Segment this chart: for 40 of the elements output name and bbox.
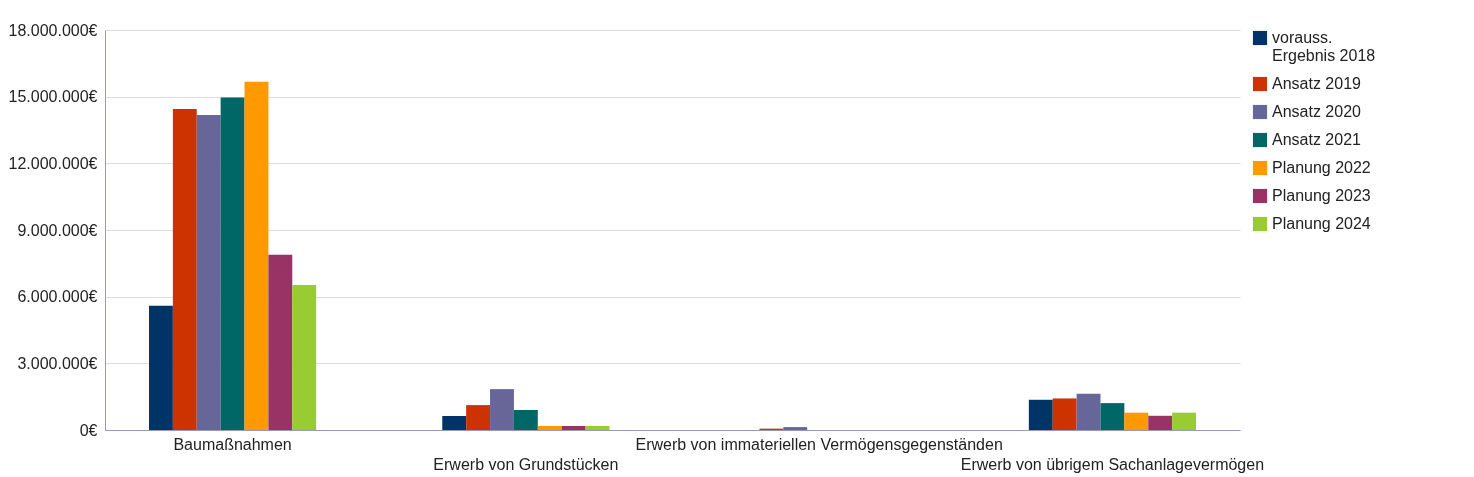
- y-tick-label: 6.000.000€: [17, 288, 98, 306]
- bar: [244, 81, 269, 430]
- legend-label: Planung 2024: [1272, 215, 1371, 232]
- bar: [513, 410, 538, 430]
- y-tick-label: 3.000.000€: [17, 354, 98, 372]
- bar: [1172, 412, 1197, 430]
- bar: [442, 416, 467, 430]
- y-tick-label: 15.000.000€: [8, 88, 98, 106]
- y-tick-label: 0€: [79, 421, 98, 439]
- bar: [1052, 398, 1077, 430]
- x-tick-label: Erwerb von Grundstücken: [433, 455, 619, 473]
- bar: [220, 97, 245, 430]
- legend-label: Ansatz 2021: [1272, 131, 1362, 148]
- x-tick-label: Baumaßnahmen: [173, 435, 292, 453]
- bar: [268, 254, 293, 430]
- bar: [292, 285, 317, 430]
- bar: [148, 305, 173, 430]
- x-tick-label: Erwerb von übrigem Sachanlagevermögen: [960, 455, 1265, 473]
- legend-label: Planung 2023: [1272, 187, 1371, 204]
- x-tick-label: Erwerb von immateriellen Vermögensgegenständen: [635, 435, 1003, 453]
- bar: [196, 114, 221, 430]
- bar: [1148, 415, 1173, 430]
- bar: [466, 405, 491, 430]
- bar: [1028, 399, 1053, 430]
- legend-label: Planung 2022: [1272, 159, 1371, 176]
- bar: [561, 426, 586, 430]
- bar: [1100, 403, 1125, 430]
- bar: [783, 427, 808, 430]
- bar: [1124, 412, 1149, 430]
- y-tick-label: 9.000.000€: [17, 221, 98, 239]
- bar: [1076, 393, 1101, 430]
- bar: [490, 389, 514, 430]
- y-tick-label: 18.000.000€: [8, 21, 98, 39]
- bar: [537, 426, 562, 430]
- y-tick-label: 12.000.000€: [8, 154, 98, 172]
- bar: [585, 426, 610, 430]
- bar: [172, 108, 197, 430]
- legend-label: vorauss. Ergebnis 2018: [1272, 29, 1376, 64]
- legend-label: Ansatz 2020: [1272, 103, 1362, 120]
- legend-label: Ansatz 2019: [1272, 75, 1362, 92]
